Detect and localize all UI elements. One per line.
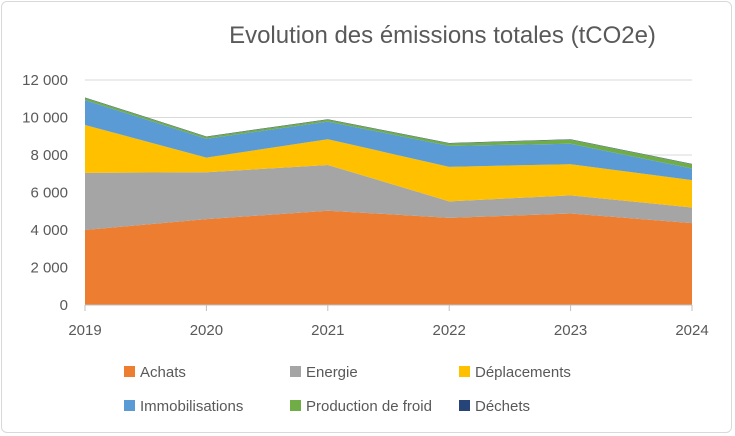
y-tick-label: 4 000: [30, 222, 68, 239]
series-area: [85, 210, 692, 305]
legend-swatch: [290, 366, 301, 377]
legend-label: Achats: [140, 364, 186, 381]
y-tick-label: 12 000: [22, 72, 68, 89]
y-tick-label: 10 000: [22, 110, 68, 127]
legend-label: Déchets: [475, 398, 530, 415]
legend-swatch: [124, 400, 135, 411]
x-tick-label: 2019: [68, 322, 101, 339]
legend-swatch: [459, 400, 470, 411]
y-tick-label: 0: [60, 297, 68, 314]
x-tick-label: 2022: [433, 322, 466, 339]
legend-item: Production de froid: [290, 398, 432, 415]
legend: Achats Energie Déplacements Immobilisations…: [124, 364, 571, 415]
legend-item: Déplacements: [459, 364, 571, 381]
y-tick-label: 6 000: [30, 185, 68, 202]
series-area: [85, 164, 692, 230]
series-areas: [85, 97, 692, 305]
x-tick-label: 2024: [675, 322, 708, 339]
legend-label: Déplacements: [475, 364, 571, 381]
x-tick-labels: 2019 2020 2021 2022 2023 2024: [68, 322, 708, 339]
series-area: [85, 97, 692, 169]
y-tick-label: 8 000: [30, 147, 68, 164]
legend-swatch: [290, 400, 301, 411]
chart-title: Evolution des émissions totales (tCO2e): [229, 22, 656, 49]
axes: [84, 304, 693, 311]
legend-label: Immobilisations: [140, 398, 243, 415]
legend-swatch: [459, 366, 470, 377]
legend-label: Production de froid: [306, 398, 432, 415]
legend-item: Immobilisations: [124, 398, 243, 415]
legend-item: Achats: [124, 364, 186, 381]
x-tick-label: 2020: [190, 322, 223, 339]
y-tick-label: 2 000: [30, 260, 68, 277]
legend-swatch: [124, 366, 135, 377]
series-area: [85, 125, 692, 208]
x-tick-label: 2023: [554, 322, 587, 339]
x-tick-label: 2021: [311, 322, 344, 339]
legend-item: Energie: [290, 364, 358, 381]
y-tick-labels: 0 2 000 4 000 6 000 8 000 10 000 12 000: [22, 72, 68, 314]
legend-label: Energie: [306, 364, 358, 381]
legend-item: Déchets: [459, 398, 530, 415]
series-area: [85, 100, 692, 181]
